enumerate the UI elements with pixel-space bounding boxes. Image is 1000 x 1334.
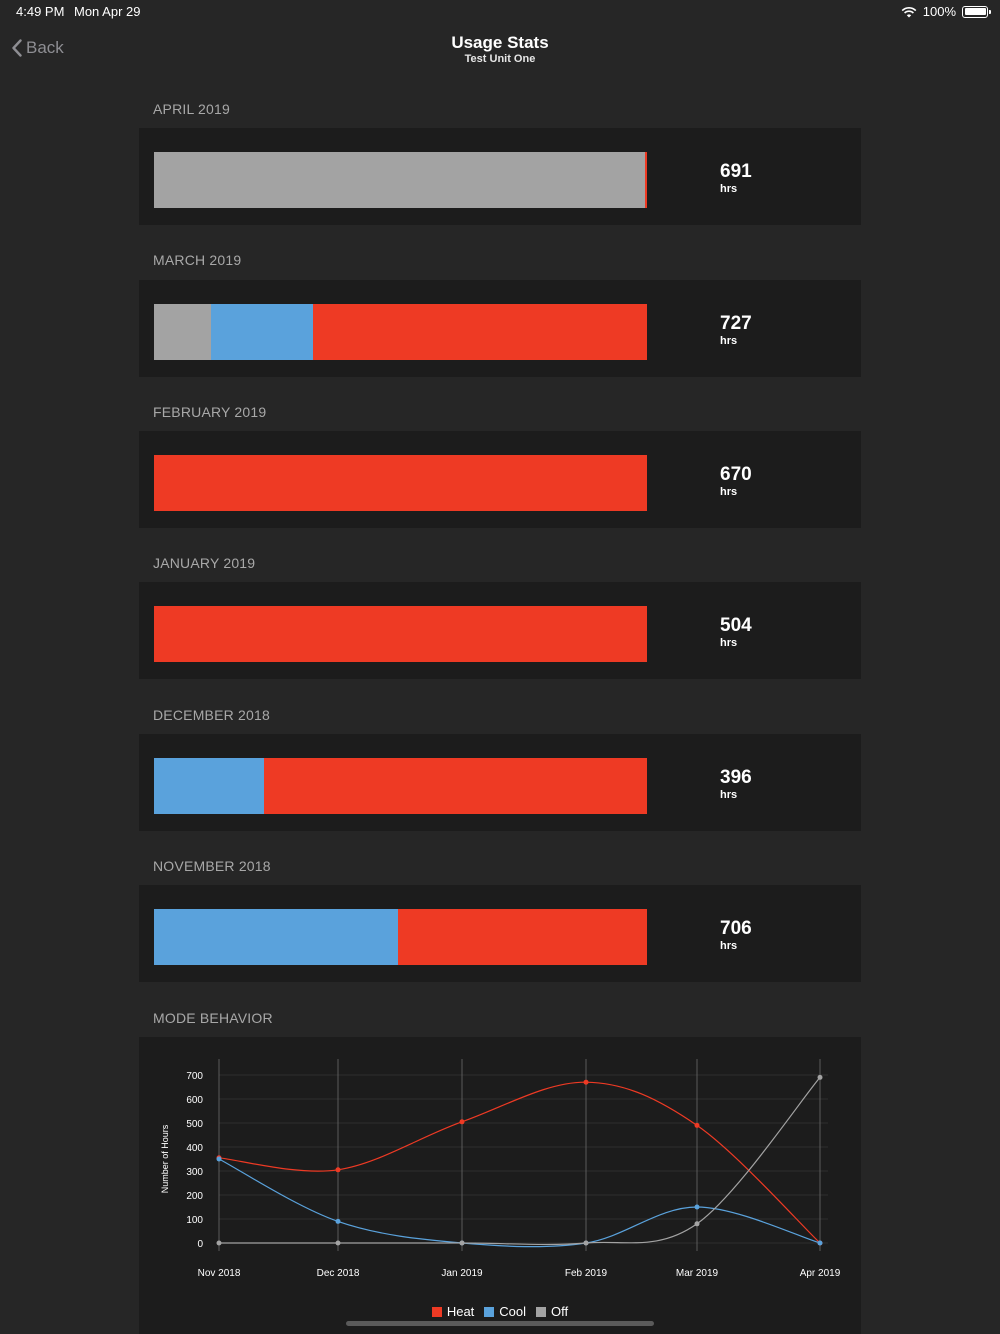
- x-tick-label: Dec 2018: [317, 1268, 360, 1279]
- hours-value: 691: [720, 161, 752, 182]
- data-point-heat: [459, 1119, 465, 1125]
- hours-value: 504: [720, 615, 752, 636]
- legend-swatch-off: [536, 1306, 547, 1317]
- bar-segment-off: [154, 304, 211, 360]
- series-line-heat: [218, 1081, 821, 1244]
- hours-unit: hrs: [720, 789, 738, 801]
- y-tick-label: 200: [186, 1191, 203, 1202]
- legend-label: Heat: [446, 1304, 475, 1319]
- month-header: JANUARY 2019: [153, 555, 256, 571]
- data-point-cool: [335, 1218, 341, 1224]
- month-card: 670 hrs: [139, 431, 861, 528]
- legend-item-off: Off: [536, 1304, 568, 1319]
- chart-legend: Heat Cool Off: [0, 1304, 1000, 1319]
- status-date: Mon Apr 29: [74, 4, 141, 19]
- data-point-off: [459, 1240, 465, 1246]
- x-tick-label: Mar 2019: [676, 1268, 719, 1279]
- usage-bar: [154, 304, 647, 360]
- y-tick-label: 400: [186, 1143, 203, 1154]
- bar-segment-heat: [312, 304, 647, 360]
- chevron-left-icon: [12, 39, 22, 57]
- x-tick-label: Nov 2018: [198, 1268, 241, 1279]
- hours-unit: hrs: [720, 637, 738, 649]
- x-tick-label: Jan 2019: [441, 1268, 483, 1279]
- wifi-icon: [901, 6, 917, 17]
- data-point-off: [817, 1074, 823, 1080]
- bar-segment-heat: [397, 909, 647, 965]
- month-header: NOVEMBER 2018: [153, 858, 271, 874]
- usage-bar: [154, 606, 647, 662]
- hours-unit: hrs: [720, 335, 738, 347]
- back-button[interactable]: Back: [12, 38, 64, 58]
- x-tick-label: Feb 2019: [565, 1268, 608, 1279]
- data-point-heat: [583, 1079, 589, 1085]
- bar-segment-heat: [154, 606, 647, 662]
- hours-value: 727: [720, 313, 752, 334]
- month-card: 691 hrs: [139, 128, 861, 225]
- bar-segment-cool: [154, 909, 398, 965]
- month-card: 396 hrs: [139, 734, 861, 831]
- month-card: 727 hrs: [139, 280, 861, 377]
- usage-bar: [154, 455, 647, 511]
- data-point-cool: [694, 1204, 700, 1210]
- bar-segment-heat: [264, 758, 647, 814]
- bar-segment-heat: [645, 152, 647, 208]
- battery-icon: [962, 5, 991, 18]
- usage-bar: [154, 758, 647, 814]
- month-card: 706 hrs: [139, 885, 861, 982]
- data-point-off: [694, 1221, 700, 1227]
- hours-unit: hrs: [720, 183, 738, 195]
- hours-value: 706: [720, 918, 752, 939]
- data-point-off: [335, 1240, 341, 1246]
- legend-swatch-cool: [484, 1306, 495, 1317]
- hours-value: 396: [720, 767, 752, 788]
- data-point-off: [216, 1240, 222, 1246]
- y-tick-label: 600: [186, 1095, 203, 1106]
- mode-behavior-header: MODE BEHAVIOR: [153, 1010, 273, 1026]
- home-indicator[interactable]: [346, 1321, 654, 1326]
- legend-item-heat: Heat: [431, 1304, 475, 1319]
- hours-unit: hrs: [720, 940, 738, 952]
- month-header: DECEMBER 2018: [153, 707, 270, 723]
- data-point-heat: [335, 1167, 341, 1173]
- month-header: MARCH 2019: [153, 252, 242, 268]
- status-bar: 4:49 PM Mon Apr 29 100%: [0, 0, 1000, 24]
- data-point-heat: [694, 1122, 700, 1128]
- mode-behavior-chart: 0 100 200 300 400 500 600 700 Nov 2018 Dec 2018 Ja…: [160, 1059, 841, 1279]
- battery-percent: 100%: [922, 4, 956, 19]
- page-title: Usage Stats: [451, 33, 549, 52]
- data-point-cool: [216, 1156, 222, 1162]
- bar-segment-off: [154, 152, 646, 208]
- y-tick-label: 700: [186, 1071, 203, 1082]
- month-card: 504 hrs: [139, 582, 861, 679]
- usage-bar: [154, 909, 647, 965]
- y-axis-label: Number of Hours: [160, 1124, 170, 1193]
- y-tick-label: 500: [186, 1119, 203, 1130]
- month-header: FEBRUARY 2019: [153, 404, 267, 420]
- y-tick-label: 100: [186, 1215, 203, 1226]
- data-point-off: [583, 1240, 589, 1246]
- legend-label: Cool: [499, 1304, 527, 1319]
- legend-item-cool: Cool: [484, 1304, 526, 1319]
- x-tick-label: Apr 2019: [800, 1268, 841, 1279]
- page-subtitle: Test Unit One: [464, 53, 536, 65]
- legend-swatch-heat: [431, 1306, 442, 1317]
- hours-unit: hrs: [720, 486, 738, 498]
- y-tick-label: 300: [186, 1167, 203, 1178]
- bar-segment-cool: [210, 304, 313, 360]
- series-line-cool: [218, 1158, 821, 1248]
- status-time: 4:49 PM: [16, 4, 65, 19]
- legend-label: Off: [551, 1304, 569, 1319]
- usage-bar: [154, 152, 647, 208]
- hours-value: 670: [720, 464, 752, 485]
- data-point-cool: [817, 1240, 823, 1246]
- bar-segment-cool: [154, 758, 265, 814]
- y-tick-label: 0: [197, 1239, 203, 1250]
- back-label: Back: [26, 38, 64, 57]
- mode-behavior-card: 0 100 200 300 400 500 600 700 Nov 2018 Dec 2018 Ja…: [139, 1037, 861, 1334]
- month-header: APRIL 2019: [153, 101, 230, 117]
- bar-segment-heat: [154, 455, 647, 511]
- status-indicators: 100%: [901, 4, 991, 19]
